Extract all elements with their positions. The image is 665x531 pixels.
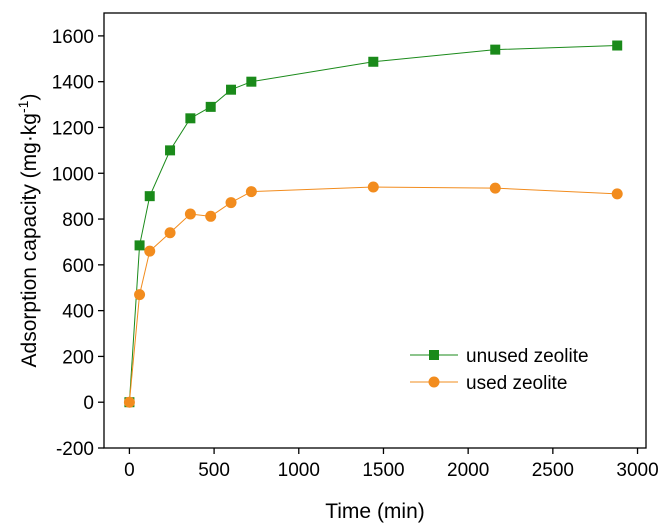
legend-entry: used zeolite [410, 373, 567, 394]
y-axis-title-close: ) [18, 94, 41, 101]
series-used-zeolite [123, 181, 623, 408]
axes: 0 500 1000 1500 2000 2500 3000 -200 0 200 400 600 80… [52, 12, 659, 481]
x-tick-label: 3000 [616, 460, 658, 481]
x-tick-label: 2500 [532, 460, 574, 481]
plot-frame [103, 12, 647, 449]
data-point [226, 84, 237, 95]
x-tick-label: 0 [124, 460, 135, 481]
data-point [245, 186, 257, 198]
y-axis-title: Adsorption capacity (mg·kg-1) [15, 94, 41, 368]
legend-marker [428, 376, 440, 388]
data-point [144, 245, 156, 257]
y-tick-label: 1000 [52, 164, 94, 185]
series-group [123, 40, 623, 408]
data-point [134, 289, 146, 301]
legend-entry: unused zeolite [410, 346, 589, 367]
data-point [134, 240, 145, 251]
x-tick-label: 2000 [447, 460, 489, 481]
data-point [144, 191, 155, 202]
data-point [123, 396, 135, 408]
data-point [368, 56, 379, 67]
data-point [367, 181, 379, 193]
data-point [489, 182, 501, 194]
data-point [490, 44, 501, 55]
data-point [611, 188, 623, 200]
y-axis-title-superscript: -1 [15, 100, 31, 113]
y-tick-label: 400 [62, 302, 94, 323]
y-tick-label: 200 [62, 347, 94, 368]
x-tick-label: 1500 [362, 460, 404, 481]
legend-marker [429, 350, 439, 360]
series-line [128, 186, 618, 403]
x-axis-title: Time (min) [325, 500, 425, 523]
data-point [205, 101, 216, 112]
data-point [225, 197, 237, 209]
y-tick-label: 1600 [52, 27, 94, 48]
data-point [184, 208, 196, 220]
data-point [164, 227, 176, 239]
y-tick-label: -200 [56, 439, 94, 460]
data-point [246, 76, 257, 87]
y-tick-label: 600 [62, 256, 94, 277]
y-tick-label: 0 [83, 393, 94, 414]
legend-label: used zeolite [466, 373, 567, 394]
y-tick-label: 1400 [52, 73, 94, 94]
x-tick-label: 500 [198, 460, 230, 481]
data-point [185, 113, 196, 124]
data-point [612, 40, 623, 51]
data-point [165, 145, 176, 156]
y-axis-title-main: Adsorption capacity (mg·kg [18, 113, 41, 367]
legend-label: unused zeolite [466, 346, 589, 367]
x-tick-label: 1000 [278, 460, 320, 481]
y-tick-label: 800 [62, 210, 94, 231]
data-point [205, 210, 217, 222]
y-tick-label: 1200 [52, 118, 94, 139]
legend: unused zeolite used zeolite [410, 346, 589, 394]
